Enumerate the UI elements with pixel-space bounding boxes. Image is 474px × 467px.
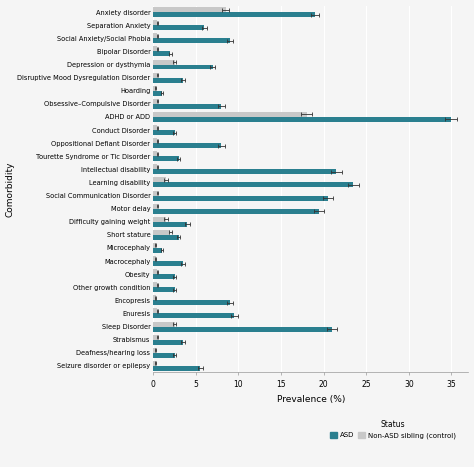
- Bar: [153, 117, 451, 122]
- Bar: [153, 143, 221, 148]
- Bar: [153, 300, 230, 305]
- Bar: [153, 217, 166, 222]
- Bar: [153, 204, 157, 209]
- Bar: [153, 209, 319, 213]
- Bar: [153, 46, 157, 51]
- Bar: [153, 243, 156, 248]
- Bar: [153, 130, 174, 135]
- Bar: [153, 248, 162, 253]
- Bar: [153, 73, 157, 78]
- Bar: [153, 99, 157, 104]
- X-axis label: Prevalence (%): Prevalence (%): [277, 395, 345, 403]
- Y-axis label: Comorbidity: Comorbidity: [6, 161, 15, 217]
- Bar: [153, 230, 170, 235]
- Bar: [153, 25, 204, 30]
- Bar: [153, 191, 157, 196]
- Bar: [153, 361, 156, 366]
- Bar: [153, 282, 157, 287]
- Bar: [153, 151, 157, 156]
- Bar: [153, 309, 157, 313]
- Bar: [153, 326, 332, 332]
- Bar: [153, 112, 307, 117]
- Bar: [153, 366, 200, 371]
- Bar: [153, 313, 234, 318]
- Bar: [153, 164, 157, 170]
- Bar: [153, 38, 230, 43]
- Bar: [153, 78, 183, 83]
- Bar: [153, 222, 187, 226]
- Bar: [153, 340, 183, 345]
- Bar: [153, 353, 174, 358]
- Bar: [153, 156, 179, 161]
- Bar: [153, 256, 156, 261]
- Bar: [153, 138, 157, 143]
- Bar: [153, 33, 157, 38]
- Bar: [153, 335, 157, 340]
- Bar: [153, 269, 157, 274]
- Bar: [153, 177, 166, 183]
- Bar: [153, 64, 213, 70]
- Bar: [153, 125, 157, 130]
- Bar: [153, 7, 226, 12]
- Bar: [153, 261, 183, 266]
- Bar: [153, 274, 174, 279]
- Bar: [153, 20, 157, 25]
- Legend: ASD, Non-ASD sibling (control): ASD, Non-ASD sibling (control): [330, 420, 456, 439]
- Bar: [153, 183, 354, 187]
- Bar: [153, 104, 221, 109]
- Bar: [153, 170, 337, 174]
- Bar: [153, 296, 156, 300]
- Bar: [153, 59, 174, 64]
- Bar: [153, 348, 156, 353]
- Bar: [153, 196, 328, 200]
- Bar: [153, 91, 162, 96]
- Bar: [153, 51, 170, 57]
- Bar: [153, 86, 156, 91]
- Bar: [153, 322, 174, 326]
- Bar: [153, 235, 179, 240]
- Bar: [153, 287, 174, 292]
- Bar: [153, 12, 315, 17]
